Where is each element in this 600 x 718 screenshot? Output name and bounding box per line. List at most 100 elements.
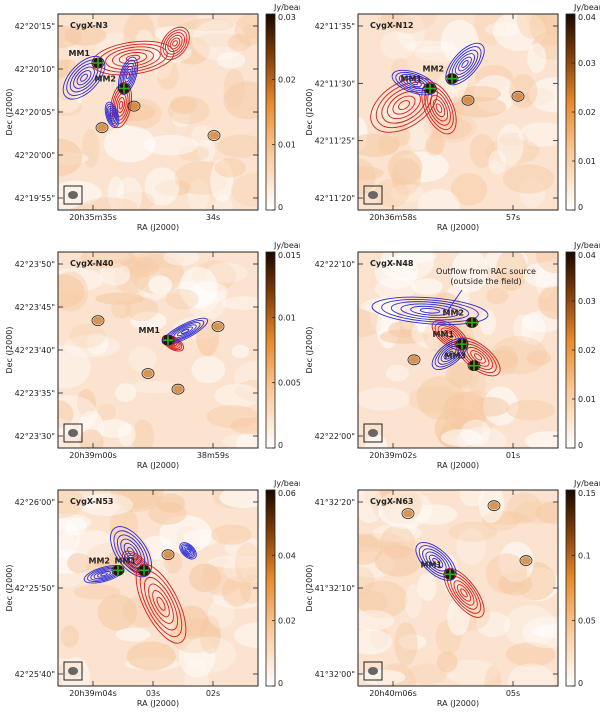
map-blotch <box>519 176 546 208</box>
source-label: MM2 <box>423 65 445 74</box>
map-blotch <box>393 124 411 147</box>
dust-core <box>409 355 419 364</box>
source-marker <box>139 565 149 576</box>
x-axis-label: RA (J2000) <box>437 223 479 232</box>
map-blotch <box>188 563 222 593</box>
blue-lobe-contour <box>415 542 457 581</box>
x-tick-label: 20h39m00s <box>69 451 117 460</box>
continuum-contour <box>519 555 533 566</box>
map-blotch <box>74 530 115 561</box>
map-blotch <box>110 507 139 546</box>
source-marker <box>113 565 123 576</box>
source-label: MM3 <box>445 352 467 361</box>
map-blotch <box>222 434 252 448</box>
red-lobe-contour <box>135 563 187 644</box>
map-blotch <box>60 625 79 648</box>
map-blotch <box>425 132 446 155</box>
map-blotch <box>532 624 558 638</box>
map-blotch <box>358 590 388 614</box>
red-lobe-contour <box>169 37 181 50</box>
map-blotch <box>358 628 393 655</box>
map-blotch <box>182 16 229 33</box>
map-blotch <box>216 52 246 69</box>
map-blotch <box>380 30 416 60</box>
source-label: MM2 <box>443 309 465 318</box>
map-blotch <box>165 288 199 310</box>
map-blotch <box>131 419 155 448</box>
blue-lobe-contour <box>179 542 197 560</box>
annotation-arrow <box>447 289 463 311</box>
colorbar-tick-label: 0.06 <box>278 489 296 498</box>
map-blotch <box>374 545 422 577</box>
map-background <box>58 14 258 210</box>
map-blotch <box>470 396 510 417</box>
map-blotch <box>506 492 542 524</box>
blue-lobe-contour <box>96 570 112 578</box>
y-tick-label: 42°23'35" <box>15 389 55 398</box>
panel-cygx-n53: MM1 MM2 CygX-N53 42°26'00" 42°25'50" 42°25'40… <box>0 476 307 718</box>
map-blotch <box>381 14 437 34</box>
map-blotch <box>387 150 423 186</box>
map-blotch <box>190 125 216 147</box>
continuum-contour <box>487 500 501 512</box>
map-blotch <box>221 576 252 607</box>
map-blotch <box>58 98 82 117</box>
map-blotch <box>116 177 143 210</box>
map-blotch <box>503 164 555 194</box>
map-blotch <box>148 501 187 525</box>
y-tick-label: 41°32'10" <box>315 584 355 593</box>
blue-lobe-contour <box>110 112 114 118</box>
map-blotch <box>110 490 164 513</box>
source-marker <box>457 339 467 350</box>
blue-lobe-contour <box>428 554 444 569</box>
map-blotch <box>508 73 538 109</box>
map-blotch <box>236 431 258 448</box>
map-blotch <box>377 133 400 155</box>
source-marker <box>469 360 479 371</box>
y-tick-label: 42°23'45" <box>15 303 55 312</box>
x-axis-label: RA (J2000) <box>437 699 479 708</box>
map-blotch <box>374 178 410 208</box>
map-blotch <box>445 362 473 388</box>
source-label: MM1 <box>115 556 137 565</box>
x-axis-label: RA (J2000) <box>137 223 179 232</box>
blue-lobe-contour <box>409 80 419 86</box>
colorbar-tick-label: 0 <box>278 679 283 688</box>
x-tick-label: 02s <box>206 689 220 698</box>
map-blotch <box>482 510 520 531</box>
colorbar-tick-label: 0.04 <box>578 251 596 260</box>
colorbar <box>265 251 276 449</box>
map-blotch <box>456 528 486 566</box>
source-label: MM2 <box>89 556 111 565</box>
map-blotch <box>115 627 151 642</box>
colorbar-tick-label: 0 <box>578 203 583 212</box>
y-axis-label: Dec (J2000) <box>305 89 314 136</box>
annotation-text: Outflow from RAC source <box>436 267 536 276</box>
source-marker <box>163 335 173 346</box>
map-blotch <box>58 274 85 309</box>
beam-box <box>63 661 83 681</box>
blue-lobe-contour <box>431 337 469 370</box>
map-blotch <box>360 669 406 685</box>
map-blotch <box>196 139 216 163</box>
continuum-contour <box>207 130 221 141</box>
map-blotch <box>377 14 414 27</box>
x-tick-label: 34s <box>206 213 220 222</box>
blue-lobe-contour <box>180 543 196 559</box>
blue-lobe-contour <box>126 72 131 80</box>
beam-box <box>63 185 83 205</box>
map-blotch <box>535 501 558 525</box>
map-blotch <box>233 361 258 393</box>
y-axis-label: Dec (J2000) <box>5 565 14 612</box>
x-tick-label: 20h36m58s <box>369 213 417 222</box>
map-blotch <box>214 383 258 408</box>
colorbar <box>265 13 276 211</box>
y-tick-label: 42°22'00" <box>315 432 355 441</box>
colorbar <box>265 489 276 687</box>
blue-lobe-contour <box>100 572 108 577</box>
map-blotch <box>358 609 395 631</box>
red-lobe-contour <box>148 583 174 624</box>
y-tick-label: 42°20'10" <box>15 65 55 74</box>
map-blotch <box>211 524 252 545</box>
red-lobe-contour <box>144 576 179 631</box>
